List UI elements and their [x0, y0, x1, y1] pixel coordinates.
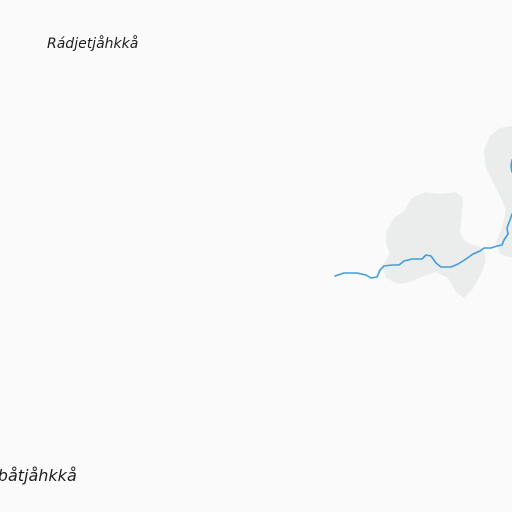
place-label-south-peak: obåtjåhkkå	[0, 466, 77, 485]
river-line	[334, 213, 512, 279]
terrain-shade-east	[484, 126, 512, 258]
place-label-radjetjahkka: Rádjetjåhkkå	[47, 36, 139, 52]
terrain-shade-west	[382, 192, 486, 298]
